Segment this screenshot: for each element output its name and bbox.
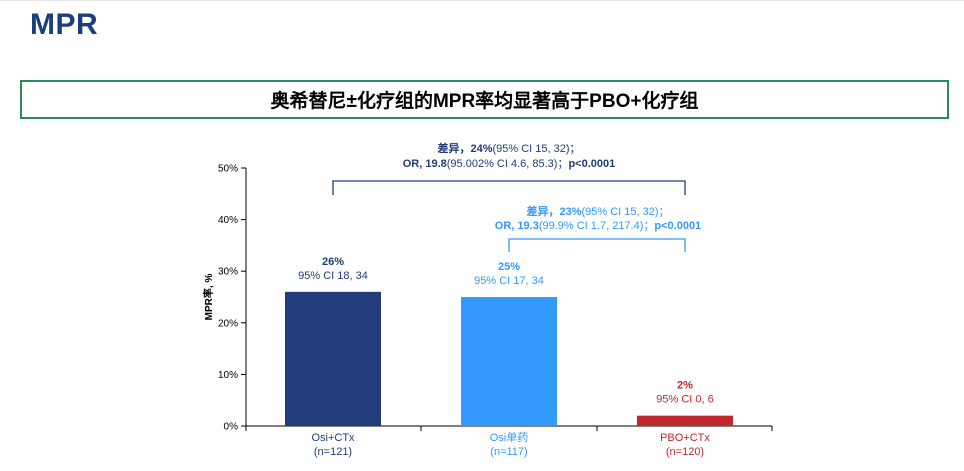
comparison-odds-ratio: OR, 19.3(99.9% CI 1.7, 217.4)；p<0.0001 (495, 220, 701, 232)
y-tick-label: 20% (218, 318, 238, 329)
category-n-label: (n=120) (666, 446, 704, 458)
y-tick-label: 10% (218, 370, 238, 381)
y-axis-title: MPR率, % (202, 274, 215, 321)
y-tick-label: 40% (218, 215, 238, 226)
data-label-value: 25% (498, 261, 520, 273)
y-tick-label: 0% (224, 422, 239, 433)
top-divider (0, 0, 964, 1)
headline-box: 奥希替尼±化疗组的MPR率均显著高于PBO+化疗组 (20, 80, 949, 119)
y-tick-label: 50% (218, 164, 238, 175)
comparison-difference: 差异，24%(95% CI 15, 32)； (437, 141, 580, 155)
category-label: Osi+CTx (311, 432, 355, 444)
bar-3 (637, 415, 733, 426)
data-label-ci: 95% CI 17, 34 (474, 275, 544, 287)
bar-2 (461, 297, 557, 426)
data-label-ci: 95% CI 0, 6 (656, 394, 713, 406)
category-label: Osi单药 (490, 431, 529, 444)
comparison-difference: 差异，23%(95% CI 15, 32)； (526, 204, 669, 218)
bar-1 (285, 291, 381, 426)
data-label-value: 2% (677, 380, 693, 392)
comparison-bracket-1 (332, 180, 686, 195)
comparison-bracket-2 (508, 238, 686, 252)
data-label-ci: 95% CI 18, 34 (298, 270, 368, 282)
category-n-label: (n=117) (490, 446, 527, 458)
category-n-label: (n=121) (314, 446, 352, 458)
data-label-value: 26% (322, 256, 344, 268)
category-label: PBO+CTx (660, 432, 710, 444)
comparison-odds-ratio: OR, 19.8(95.002% CI 4.6, 85.3)；p<0.0001 (403, 158, 616, 170)
y-tick-label: 30% (218, 267, 238, 278)
headline-text: 奥希替尼±化疗组的MPR率均显著高于PBO+化疗组 (270, 91, 699, 112)
page-title: MPR (30, 8, 99, 41)
